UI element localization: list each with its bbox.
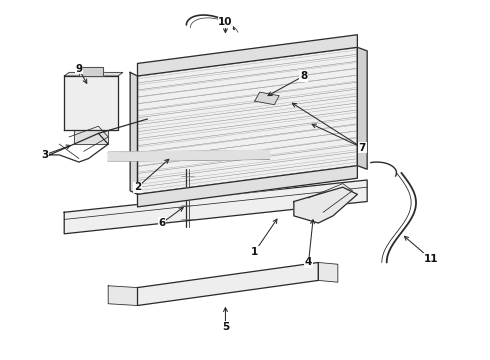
Text: 8: 8 [300, 71, 307, 81]
Polygon shape [138, 262, 318, 306]
Text: 11: 11 [423, 254, 438, 264]
Text: 6: 6 [158, 218, 166, 228]
Polygon shape [79, 67, 103, 76]
Polygon shape [255, 92, 279, 105]
Text: 10: 10 [218, 17, 233, 27]
Polygon shape [138, 166, 357, 207]
Polygon shape [138, 35, 357, 76]
Text: 9: 9 [75, 64, 82, 74]
Polygon shape [74, 130, 108, 144]
Polygon shape [318, 262, 338, 282]
Text: 4: 4 [305, 257, 312, 267]
Polygon shape [138, 47, 357, 194]
Polygon shape [64, 76, 118, 130]
Polygon shape [64, 180, 367, 234]
Polygon shape [357, 47, 367, 169]
Text: 1: 1 [251, 247, 258, 257]
Polygon shape [64, 72, 123, 76]
Polygon shape [108, 286, 138, 306]
Polygon shape [294, 187, 357, 223]
Text: 7: 7 [359, 143, 366, 153]
Polygon shape [108, 150, 270, 161]
Text: 5: 5 [222, 322, 229, 332]
Text: 2: 2 [134, 182, 141, 192]
Polygon shape [130, 72, 138, 194]
Text: 3: 3 [41, 150, 49, 160]
